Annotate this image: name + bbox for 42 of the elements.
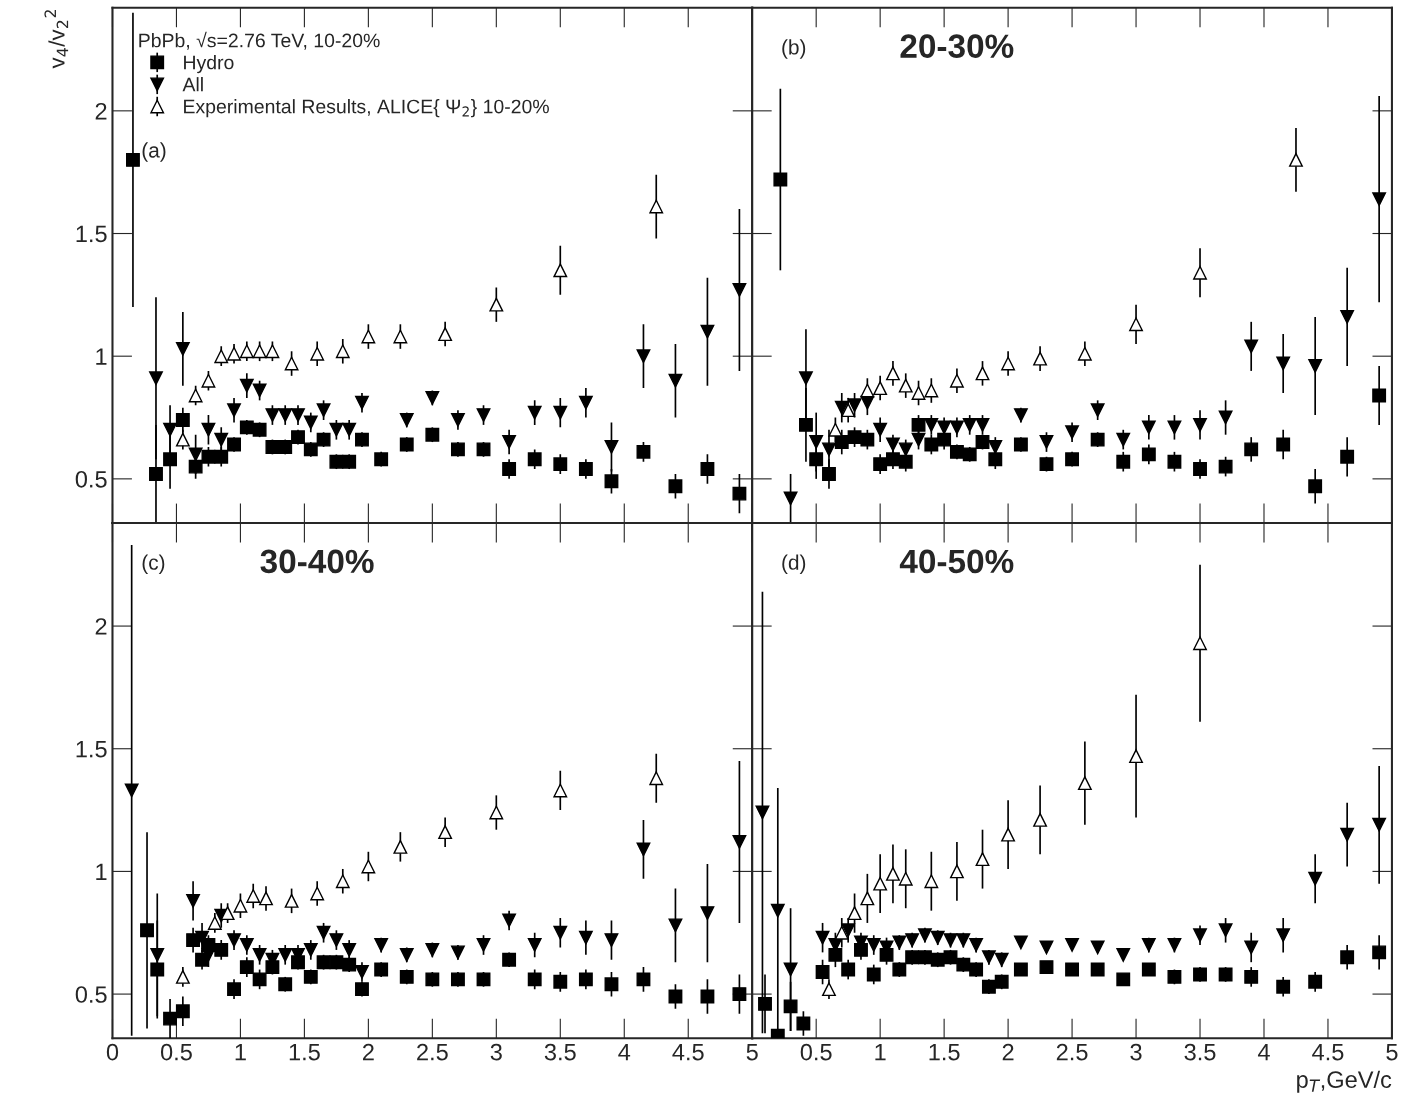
x-tick-label: 1.5: [929, 1043, 960, 1061]
y-tick-label: 1: [96, 863, 107, 880]
y-tick-label: 2: [95, 618, 107, 635]
legend-label: All: [182, 77, 203, 92]
x-tick-label: 0.5: [160, 1043, 192, 1061]
x-tick-label: 0: [106, 1043, 119, 1061]
y-axis-title: v$_{4}$/v$_{2}$$^{2}$: [44, 10, 69, 69]
annotation: (b): [782, 39, 806, 59]
x-tick-label: 4: [618, 1043, 631, 1061]
x-axis-title: p$_{T}$,GeV/c: [1297, 1070, 1392, 1093]
x-tick-label: 3.5: [544, 1043, 576, 1061]
x-tick-label: 3: [490, 1043, 502, 1061]
x-tick-label: 2.5: [1056, 1043, 1088, 1061]
y-tick-label: 1: [96, 348, 107, 365]
x-tick-label: 3.5: [1184, 1043, 1216, 1061]
annotation: (a): [142, 142, 166, 162]
x-tick-label: 2: [362, 1043, 374, 1061]
y-tick-label: 1.5: [76, 741, 107, 758]
x-tick-label: 1: [235, 1043, 246, 1061]
annotation: 20-30%: [900, 34, 1014, 59]
y-tick-label: 0.5: [75, 986, 107, 1003]
y-tick-label: 1.5: [76, 225, 107, 243]
x-tick-label: 5: [746, 1043, 758, 1061]
x-tick-label: 4.5: [1312, 1043, 1344, 1061]
annotation: 40-50%: [899, 549, 1014, 574]
x-tick-label: 2: [1002, 1043, 1014, 1061]
annotation: (d): [782, 554, 806, 574]
annotation: 30-40%: [260, 549, 374, 574]
x-tick-label: 5: [1386, 1043, 1398, 1061]
y-tick-label: 0.5: [75, 470, 107, 488]
legend-label: Hydro: [184, 55, 234, 74]
x-tick-label: 4.5: [672, 1043, 704, 1061]
y-tick-label: 2: [95, 102, 107, 120]
x-tick-label: 0.5: [800, 1043, 832, 1061]
legend-label: Experimental Results, ALICE{ Ψ$_{2}$} 10-20%: [184, 99, 549, 118]
x-tick-label: 1.5: [289, 1043, 320, 1061]
x-tick-label: 3: [1130, 1043, 1142, 1061]
x-tick-label: 2.5: [417, 1043, 448, 1061]
x-tick-label: 4: [1257, 1043, 1270, 1061]
legend-title: PbPb, √s=2.76 TeV, 10-20%: [139, 31, 380, 50]
annotation: (c): [142, 554, 165, 574]
x-tick-label: 1: [875, 1043, 886, 1061]
